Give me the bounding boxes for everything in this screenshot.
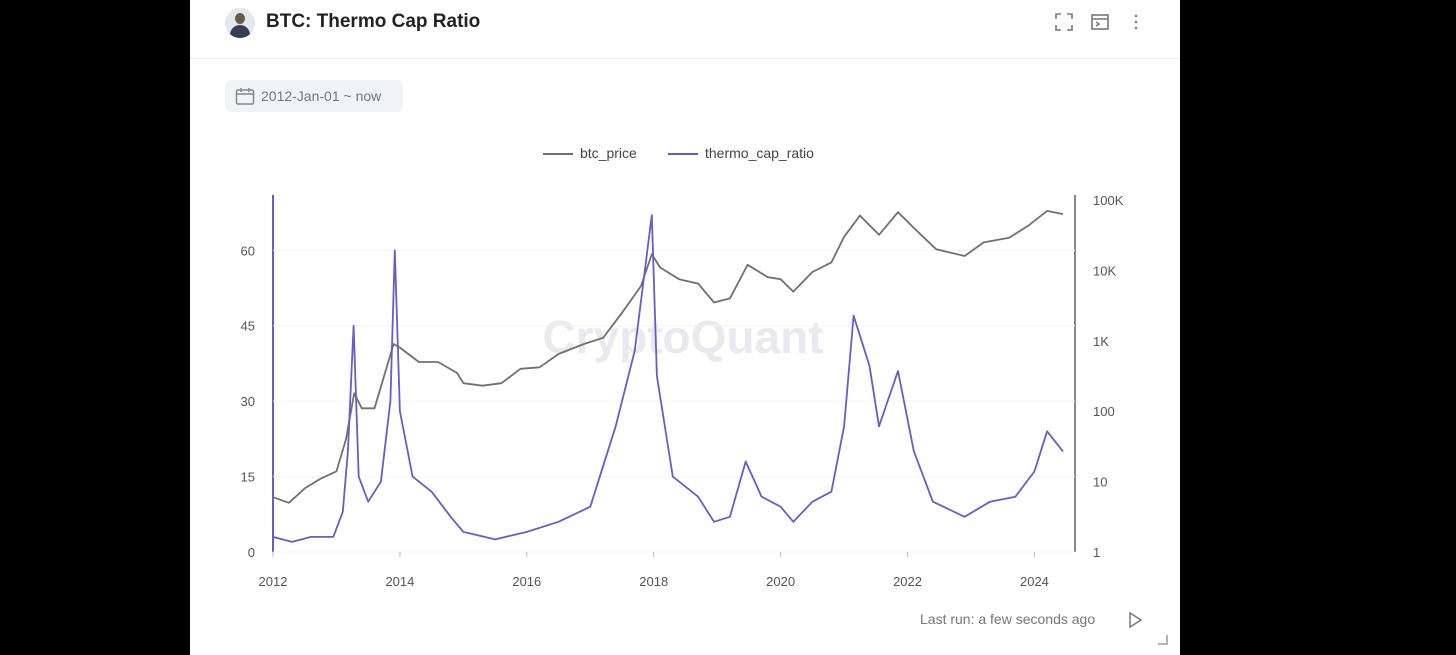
chart-plot: CryptoQuant 0 15 30 45 60 1 10 100 1K 10K 100K 2012…	[241, 193, 1124, 589]
y-right-tick-label: 1K	[1093, 334, 1109, 349]
series-line-thermo-cap-ratio	[272, 214, 1064, 543]
author-avatar[interactable]	[225, 8, 255, 38]
calendar-icon	[235, 88, 255, 105]
chart-header: BTC: Thermo Cap Ratio	[190, 0, 1180, 59]
x-tick-label: 2014	[385, 574, 414, 589]
x-tick-label: 2016	[512, 574, 541, 589]
legend-thermo-cap-ratio[interactable]: thermo_cap_ratio	[668, 145, 814, 161]
y-left-tick-label: 0	[248, 545, 255, 560]
x-tick-label: 2018	[639, 574, 668, 589]
date-range-picker[interactable]: 2012-Jan-01 ~ now	[225, 80, 403, 112]
resize-handle-icon[interactable]	[1156, 633, 1168, 645]
series-line-btc-price	[272, 210, 1064, 504]
y-left-tick-label: 45	[241, 319, 255, 334]
chart-panel: BTC: Thermo Cap Ratio 2012-Jan-01 ~ now …	[190, 0, 1180, 655]
y-right-tick-label: 100K	[1093, 193, 1124, 208]
x-tick-label: 2022	[893, 574, 922, 589]
legend-btc-price[interactable]: btc_price	[543, 145, 637, 161]
y-left-tick-label: 30	[241, 394, 255, 409]
play-icon[interactable]	[1126, 611, 1144, 629]
y-right-tick-label: 10K	[1093, 263, 1116, 278]
table-view-icon[interactable]	[1090, 12, 1110, 32]
fullscreen-icon[interactable]	[1054, 12, 1074, 32]
x-tick-label: 2012	[259, 574, 288, 589]
y-left-tick-label: 15	[241, 470, 255, 485]
more-vertical-icon[interactable]	[1126, 12, 1146, 32]
legend-swatch-thermo-cap-ratio	[668, 153, 698, 156]
date-range-label: 2012-Jan-01 ~ now	[261, 88, 382, 104]
x-tick-label: 2020	[766, 574, 795, 589]
y-left-tick-label: 60	[241, 243, 255, 258]
legend-label-btc-price: btc_price	[580, 145, 637, 161]
watermark-text: CryptoQuant	[542, 311, 823, 363]
y-right-tick-label: 100	[1093, 404, 1115, 419]
x-tick-label: 2024	[1020, 574, 1049, 589]
legend-swatch-btc-price	[543, 153, 573, 156]
legend-label-thermo-cap-ratio: thermo_cap_ratio	[705, 145, 814, 161]
y-right-tick-label: 1	[1093, 545, 1100, 560]
y-right-tick-label: 10	[1093, 475, 1107, 490]
chart-title: BTC: Thermo Cap Ratio	[266, 11, 481, 32]
last-run-status: Last run: a few seconds ago	[920, 611, 1096, 627]
